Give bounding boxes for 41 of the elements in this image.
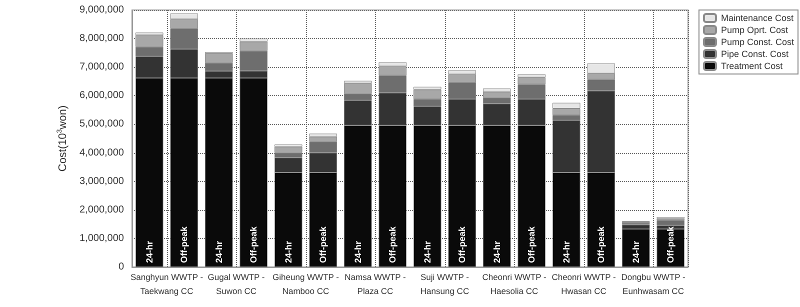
text: Cheonri WWTP - Hwasan CC bbox=[552, 272, 616, 296]
x-tick-label: 24-hr bbox=[422, 240, 432, 263]
y-tick-label: 7,000,000 bbox=[80, 62, 124, 73]
x-tick-label: Off-peak bbox=[388, 226, 398, 263]
x-tick-label: Off-peak bbox=[457, 226, 468, 263]
y-tick-label: 3,000,000 bbox=[80, 176, 124, 187]
text: Dongbu WWTP - Eunhwasam CC bbox=[621, 272, 686, 296]
text: Namsa WWTP - Plaza CC bbox=[344, 272, 406, 296]
x-tick-label: Off-peak bbox=[318, 226, 328, 263]
bar bbox=[656, 220, 685, 226]
y-tick-label: 6,000,000 bbox=[80, 90, 124, 102]
x-tick-label: 24-hr bbox=[352, 240, 363, 263]
text: Gugal WWTP - Suwon CC bbox=[208, 272, 265, 296]
text: Giheung WWTP - Namboo CC bbox=[272, 272, 340, 296]
x-tick-label: 24-hr bbox=[630, 240, 641, 263]
text: Cheonri WWTP - Haesolia CC bbox=[482, 272, 546, 296]
text: Sanghyun WWTP - Taekwang CC bbox=[130, 272, 204, 296]
y-tick-label: 0 bbox=[118, 262, 124, 272]
x-tick-label: Off-peak bbox=[179, 226, 190, 263]
x-tick-label: 24-hr bbox=[492, 240, 502, 263]
x-tick-label: Off-peak bbox=[248, 226, 259, 263]
legend-label: Treatment Cost bbox=[720, 61, 784, 71]
x-tick-label: 24-hr bbox=[561, 240, 572, 263]
y-tick-label: 1,000,000 bbox=[80, 232, 124, 244]
y-tick-label: 4,000,000 bbox=[80, 147, 124, 158]
x-tick-label: Off-peak bbox=[596, 226, 606, 263]
text: Suji WWTP - Hansung CC bbox=[420, 272, 470, 296]
x-tick-label: Off-peak bbox=[526, 226, 537, 263]
legend-label: Pump Const. Cost bbox=[720, 37, 794, 47]
y-tick-label: 5,000,000 bbox=[80, 118, 124, 130]
legend-label: Maintenance Cost bbox=[720, 13, 794, 23]
legend-label: Pipe Const. Cost bbox=[720, 49, 789, 59]
y-tick-label: 9,000,000 bbox=[80, 4, 124, 16]
y-tick-label: 2,000,000 bbox=[80, 204, 124, 216]
legend-label: Pump Oprt. Cost bbox=[720, 25, 788, 35]
x-tick-label: 24-hr bbox=[214, 240, 224, 263]
x-tick-label: 24-hr bbox=[144, 240, 154, 263]
bar bbox=[622, 229, 650, 267]
y-tick-label: 8,000,000 bbox=[80, 33, 124, 44]
x-tick-label: 24-hr bbox=[283, 240, 294, 263]
x-tick-label: Off-peak bbox=[666, 226, 676, 263]
